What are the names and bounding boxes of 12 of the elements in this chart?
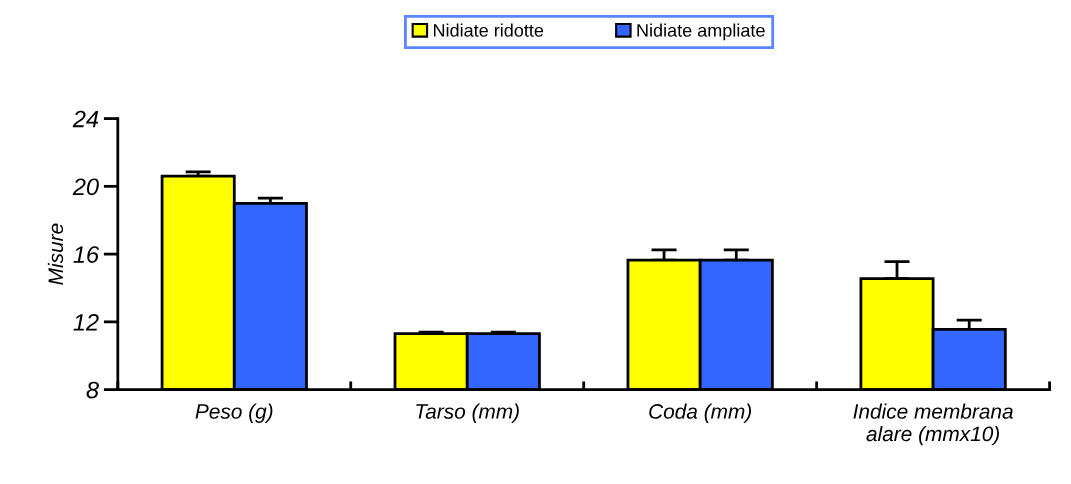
legend-label: Nidiate ridotte: [433, 23, 544, 37]
x-tick-label: Indice membrana alare (mmx10): [853, 403, 1013, 446]
y-axis-title: Misure: [47, 223, 64, 285]
y-tick-label: 12: [73, 313, 99, 331]
x-tick-label: Peso (g): [195, 403, 273, 423]
y-tick-label: 20: [72, 178, 99, 196]
x-tick-label: Coda (mm): [649, 403, 752, 423]
x-tick-label: Tarso (mm): [416, 403, 519, 423]
y-tick-label: 16: [73, 246, 100, 263]
y-tick-label: 8: [86, 381, 99, 399]
legend-label: Nidiate ampliate: [637, 23, 765, 41]
y-tick-label: 24: [72, 110, 99, 128]
